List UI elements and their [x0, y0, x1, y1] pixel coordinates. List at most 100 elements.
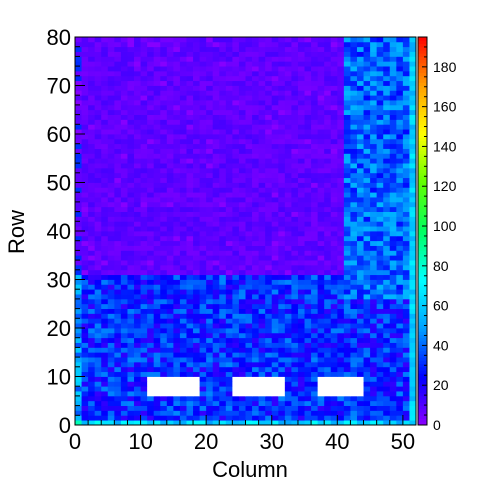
heatmap-cell [114, 240, 122, 246]
heatmap-cell [219, 250, 227, 256]
heatmap-cell [265, 371, 273, 377]
heatmap-cell [350, 298, 358, 305]
heatmap-cell [258, 100, 266, 106]
heatmap-cell [258, 298, 266, 305]
heatmap-cell [337, 177, 345, 183]
heatmap-cell [265, 119, 273, 125]
heatmap-cell [186, 264, 194, 271]
heatmap-cell [363, 337, 371, 343]
heatmap-cell [245, 226, 253, 232]
heatmap-cell [363, 376, 371, 382]
heatmap-cell [265, 61, 273, 67]
heatmap-cell [212, 148, 220, 154]
heatmap-cell [245, 391, 253, 397]
heatmap-cell [166, 138, 174, 145]
heatmap-cell [114, 201, 122, 208]
heatmap-cell [75, 410, 82, 416]
heatmap-cell [337, 255, 345, 261]
heatmap-cell [376, 274, 384, 280]
heatmap-cell [284, 90, 292, 96]
heatmap-cell [356, 172, 364, 179]
heatmap-cell [75, 279, 82, 285]
colorbar-segment [418, 256, 427, 261]
heatmap-cell [409, 167, 417, 174]
heatmap-cell [127, 56, 135, 62]
heatmap-cell [206, 415, 214, 421]
heatmap-cell [206, 405, 214, 411]
heatmap-cell [173, 143, 181, 149]
heatmap-cell [337, 361, 345, 368]
heatmap-cell [81, 376, 89, 382]
heatmap-cell [166, 187, 174, 193]
colorbar-segment [418, 408, 427, 413]
heatmap-cell [252, 85, 260, 91]
heatmap-cell [284, 264, 292, 271]
heatmap-cell [219, 66, 227, 72]
heatmap-cell [160, 41, 168, 48]
heatmap-cell [134, 163, 141, 169]
heatmap-cell [75, 337, 82, 343]
heatmap-cell [402, 342, 410, 348]
heatmap-cell [179, 366, 187, 373]
heatmap-cell [232, 410, 240, 416]
heatmap-cell [75, 66, 82, 72]
heatmap-cell [212, 221, 220, 227]
heatmap-cell [114, 420, 122, 426]
heatmap-cell [179, 100, 187, 106]
heatmap-cell [402, 187, 410, 193]
heatmap-cell [101, 148, 109, 154]
heatmap-cell [75, 182, 82, 188]
heatmap-cell [383, 240, 391, 246]
heatmap-cell [199, 163, 207, 169]
heatmap-cell [206, 167, 214, 174]
heatmap-cell [356, 37, 364, 43]
heatmap-cell [94, 216, 102, 222]
heatmap-cell [166, 197, 174, 203]
heatmap-cell [153, 226, 161, 232]
heatmap-cell [343, 420, 351, 426]
heatmap-cell [186, 318, 194, 324]
heatmap-cell [81, 153, 89, 159]
heatmap-cell [252, 37, 260, 43]
heatmap-cell [252, 366, 260, 373]
heatmap-cell [363, 235, 371, 242]
heatmap-cell [409, 352, 417, 358]
heatmap-cell [101, 391, 109, 397]
heatmap-cell [343, 371, 351, 377]
heatmap-cell [75, 405, 82, 411]
heatmap-cell [402, 347, 410, 353]
heatmap-cell [252, 352, 260, 358]
heatmap-cell [383, 308, 391, 314]
heatmap-cell [350, 61, 358, 67]
heatmap-cell [284, 420, 292, 426]
heatmap-cell [232, 90, 240, 96]
heatmap-cell [297, 143, 305, 149]
heatmap-cell [88, 129, 96, 135]
heatmap-cell [179, 172, 187, 179]
heatmap-cell [186, 415, 194, 421]
colorbar-segment [418, 276, 427, 280]
heatmap-cell [186, 177, 194, 183]
heatmap-cell [265, 114, 273, 120]
heatmap-cell [193, 289, 200, 295]
heatmap-cell [173, 90, 181, 96]
heatmap-cell [245, 376, 253, 382]
heatmap-cell [265, 386, 273, 392]
heatmap-cell [343, 124, 351, 130]
heatmap-cell [199, 289, 207, 295]
heatmap-cell [402, 400, 410, 406]
heatmap-cell [199, 201, 207, 208]
heatmap-cell [383, 294, 391, 300]
heatmap-cell [304, 323, 312, 329]
heatmap-cell [212, 308, 220, 314]
heatmap-cell [311, 400, 319, 406]
heatmap-cell [396, 337, 404, 343]
heatmap-cell [324, 318, 332, 324]
heatmap-cell [219, 332, 227, 339]
heatmap-cell [291, 371, 299, 377]
heatmap-cell [356, 381, 364, 387]
heatmap-cell [186, 51, 194, 57]
heatmap-cell [245, 61, 253, 67]
heatmap-cell [383, 46, 391, 52]
heatmap-cell [166, 114, 174, 120]
